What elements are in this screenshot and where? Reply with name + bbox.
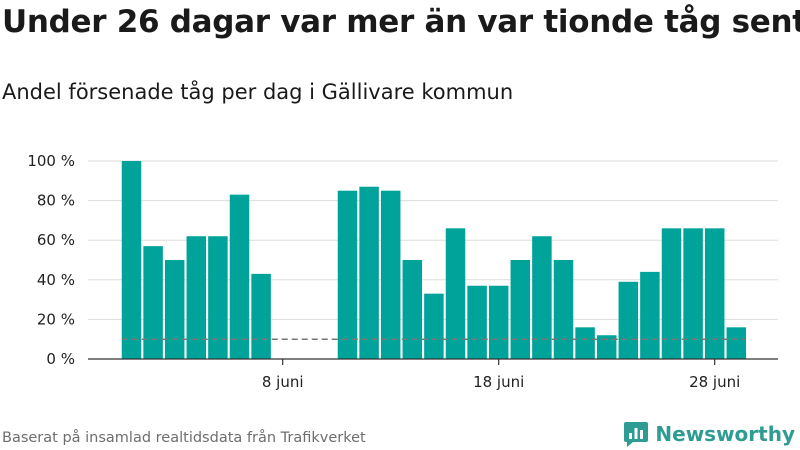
brand-name: Newsworthy [655, 422, 795, 446]
data-bar [575, 327, 595, 359]
data-bar [488, 285, 509, 359]
data-bar [661, 228, 682, 359]
newsworthy-logo: Newsworthy [623, 420, 795, 448]
data-bar [208, 236, 228, 359]
data-bar [445, 228, 466, 359]
data-bar [726, 327, 747, 359]
newsworthy-logo-icon [624, 422, 649, 447]
x-tick-label: 28 juni [689, 373, 740, 391]
data-bar [596, 335, 617, 359]
x-tick-label: 8 juni [262, 373, 304, 391]
data-bar [618, 281, 639, 359]
data-bar [380, 190, 401, 359]
data-bar [251, 273, 271, 359]
source-note: Baserat på insamlad realtidsdata från Tr… [2, 430, 366, 446]
data-bar [424, 293, 444, 359]
chart-title: Under 26 dagar var mer än var tionde tåg… [2, 4, 800, 40]
y-tick-label: 20 % [37, 310, 75, 328]
y-tick-label: 100 % [27, 152, 75, 170]
data-bar [229, 194, 250, 359]
data-bar [683, 228, 703, 359]
data-bar [143, 246, 163, 359]
x-tick-label: 18 juni [473, 373, 524, 391]
data-bar [640, 271, 660, 359]
data-bar [186, 236, 207, 359]
data-bar [467, 285, 487, 359]
data-bar [337, 190, 358, 359]
data-bar [121, 161, 142, 359]
data-bar [510, 260, 531, 359]
chart-subtitle: Andel försenade tåg per dag i Gällivare … [2, 80, 514, 104]
bar-chart: 0 % 20 % 40 % 60 % 80 % 100 % 8 juni 18 juni 28 … [27, 152, 778, 391]
y-tick-label: 80 % [37, 192, 75, 210]
data-bar [553, 260, 574, 359]
data-bar [704, 228, 725, 359]
y-tick-label: 0 % [46, 350, 75, 368]
y-tick-label: 60 % [37, 231, 75, 249]
data-bar [164, 260, 185, 359]
data-bar [402, 260, 423, 359]
data-bar [532, 236, 552, 359]
data-bar [359, 186, 379, 359]
y-tick-label: 40 % [37, 271, 75, 289]
